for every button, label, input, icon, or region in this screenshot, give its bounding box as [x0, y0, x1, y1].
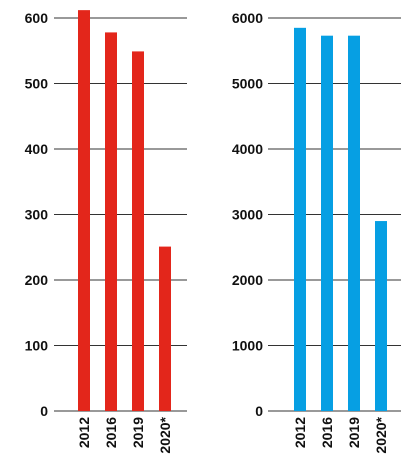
right-x-tick-label: 2016 — [319, 417, 335, 448]
chart-left: 0 100 200 300 400 500 600 2012 2016 2019 2020* — [25, 10, 187, 454]
left-y-tick-label: 0 — [40, 403, 48, 419]
left-bar-2020 — [159, 246, 171, 411]
right-x-tick-label: 2019 — [346, 417, 362, 448]
left-y-tick-label: 300 — [25, 207, 49, 223]
right-y-tick-label: 0 — [255, 403, 263, 419]
right-y-tick-label: 1000 — [232, 338, 263, 354]
right-bar-2020 — [375, 221, 387, 411]
left-y-tick-label: 100 — [25, 338, 49, 354]
left-y-tick-label: 500 — [25, 76, 49, 92]
left-y-tick-label: 200 — [25, 272, 49, 288]
right-bar-2012 — [294, 27, 306, 411]
right-y-tick-label: 6000 — [232, 10, 263, 26]
right-y-tick-label: 3000 — [232, 207, 263, 223]
right-bar-2016 — [321, 35, 333, 412]
left-y-tick-label: 400 — [25, 141, 49, 157]
right-y-tick-label: 2000 — [232, 272, 263, 288]
right-bar-2019 — [348, 35, 360, 412]
left-bar-2012 — [78, 10, 90, 411]
left-x-tick-label: 2012 — [76, 417, 92, 448]
right-x-tick-label: 2012 — [292, 417, 308, 448]
right-y-tick-label: 4000 — [232, 141, 263, 157]
left-x-tick-label: 2016 — [103, 417, 119, 448]
left-bar-2016 — [105, 32, 117, 411]
left-y-tick-label: 600 — [25, 10, 49, 26]
left-x-tick-label: 2019 — [130, 417, 146, 448]
right-y-tick-label: 5000 — [232, 76, 263, 92]
chart-right: 0 1000 2000 3000 4000 5000 6000 2012 2016 2019 202… — [232, 10, 401, 454]
left-bar-2019 — [132, 51, 144, 411]
left-x-tick-label: 2020* — [157, 416, 173, 453]
right-x-tick-label: 2020* — [373, 416, 389, 453]
